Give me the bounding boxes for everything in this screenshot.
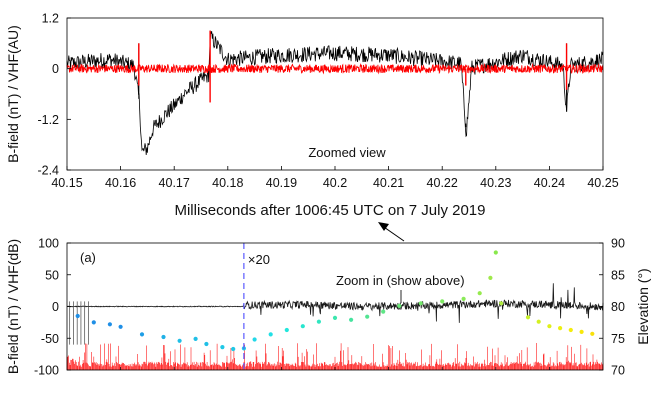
elevation-point-15 <box>300 324 305 329</box>
elevation-point-3 <box>118 324 123 329</box>
top-black-trace <box>66 31 604 156</box>
bottom-y2-tick-label-4: 70 <box>611 364 625 378</box>
elevation-point-13 <box>268 332 273 337</box>
elevation-point-2 <box>107 322 112 327</box>
elevation-point-21 <box>397 303 402 308</box>
panel-label-a: (a) <box>80 250 96 265</box>
elevation-point-22 <box>418 301 423 306</box>
top-red-trace <box>66 62 604 75</box>
elevation-point-5 <box>161 334 166 340</box>
top-y-axis-label: B-field (nT) / VHF(AU) <box>5 25 21 163</box>
bottom-y2-tick-label-0: 90 <box>611 237 625 251</box>
elevation-point-14 <box>284 327 289 333</box>
elevation-point-28 <box>499 301 504 306</box>
elevation-point-27 <box>493 250 498 255</box>
zoom-in-annotation: Zoom in (show above) <box>336 273 465 288</box>
top-x-tick-label-10: 40.25 <box>587 176 618 190</box>
elevation-point-33 <box>568 327 573 333</box>
elevation-point-35 <box>590 331 595 336</box>
elevation-point-25 <box>477 291 482 296</box>
elevation-point-16 <box>316 319 321 324</box>
marker-label-x20: ×20 <box>248 252 270 267</box>
bottom-y-axis-label: B-field (nT) / VHF(dB) <box>5 239 21 374</box>
top-x-tick-label-1: 40.16 <box>105 176 136 190</box>
zoom-arrow-head <box>378 222 389 231</box>
elevation-point-10 <box>231 346 236 352</box>
elevation-point-20 <box>381 309 386 314</box>
top-y-tick-label-1: 0 <box>52 62 59 76</box>
bottom-y-tick-label-4: -100 <box>34 364 59 378</box>
bottom-y-tick-label-3: -50 <box>41 332 59 346</box>
elevation-point-18 <box>349 317 354 322</box>
elevation-point-8 <box>204 341 209 347</box>
elevation-point-31 <box>547 324 552 329</box>
elevation-point-9 <box>220 345 225 350</box>
elevation-point-30 <box>536 319 541 324</box>
top-x-tick-label-7: 40.22 <box>427 176 458 190</box>
top-x-tick-label-9: 40.24 <box>534 176 565 190</box>
bottom-y-tick-label-1: 50 <box>45 268 59 282</box>
bottom-y-tick-label-2: 0 <box>52 300 59 314</box>
top-y-tick-label-3: -2.4 <box>37 164 59 178</box>
elevation-point-0 <box>75 313 80 319</box>
bottom-y-tick-label-0: 100 <box>38 237 59 251</box>
top-x-tick-label-8: 40.23 <box>480 176 511 190</box>
top-zoomed-view-annotation: Zoomed view <box>308 145 386 160</box>
elevation-point-4 <box>139 332 145 337</box>
top-x-tick-label-0: 40.15 <box>51 176 82 190</box>
elevation-point-23 <box>440 299 445 304</box>
top-x-tick-label-6: 40.21 <box>373 176 404 190</box>
elevation-point-19 <box>365 314 370 319</box>
elevation-point-12 <box>252 337 257 342</box>
elevation-point-32 <box>558 326 563 331</box>
elevation-point-24 <box>461 296 466 301</box>
elevation-point-34 <box>579 329 584 334</box>
elevation-point-7 <box>193 336 198 341</box>
top-y-tick-label-0: 1.2 <box>42 12 59 26</box>
top-y-tick-label-2: -1.2 <box>37 113 59 127</box>
top-x-tick-label-3: 40.18 <box>212 176 243 190</box>
elevation-point-6 <box>177 338 182 343</box>
top-x-tick-label-5: 40.2 <box>323 176 347 190</box>
bottom-y2-axis-label: Elevation (°) <box>635 268 651 344</box>
bottom-y2-tick-label-2: 80 <box>611 300 625 314</box>
top-x-axis-label: Milliseconds after 1006:45 UTC on 7 July… <box>174 202 485 219</box>
bottom-y2-tick-label-1: 85 <box>611 268 625 282</box>
elevation-point-26 <box>488 275 493 280</box>
elevation-point-1 <box>91 320 96 325</box>
bottom-y2-tick-label-3: 75 <box>611 332 625 346</box>
bottom-black-bfield-trace <box>66 283 604 323</box>
bottom-red-vhf-trace <box>66 343 604 370</box>
elevation-point-17 <box>332 315 338 320</box>
elevation-point-29 <box>525 315 531 320</box>
top-x-tick-label-4: 40.19 <box>266 176 297 190</box>
top-x-tick-label-2: 40.17 <box>159 176 190 190</box>
